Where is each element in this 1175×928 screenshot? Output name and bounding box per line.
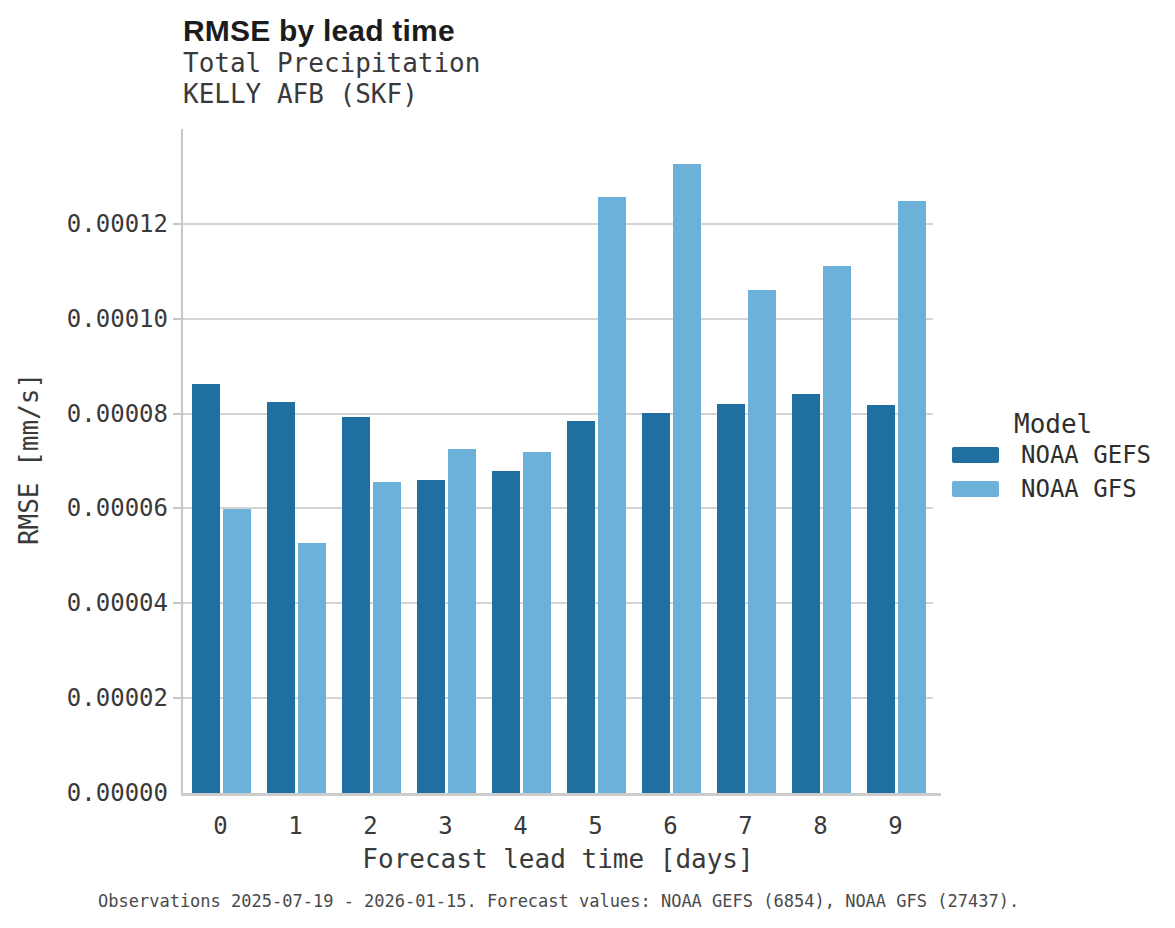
bar-noaa-gfs-lead-9 bbox=[898, 201, 926, 793]
bar-noaa-gefs-lead-8 bbox=[792, 394, 820, 793]
legend-title: Model bbox=[1014, 410, 1151, 438]
legend: Model NOAA GEFS NOAA GFS bbox=[952, 410, 1151, 506]
gridline bbox=[183, 697, 933, 699]
bar-noaa-gfs-lead-1 bbox=[298, 543, 326, 793]
bar-noaa-gfs-lead-2 bbox=[373, 482, 401, 793]
y-tick-label: 0.00012 bbox=[53, 210, 168, 238]
chart-header: RMSE by lead time Total Precipitation KE… bbox=[183, 14, 480, 110]
bar-noaa-gfs-lead-0 bbox=[223, 509, 251, 793]
gridline bbox=[183, 223, 933, 225]
y-tick-mark bbox=[173, 318, 181, 320]
y-axis-spine bbox=[181, 129, 183, 795]
x-tick-label: 4 bbox=[483, 812, 558, 840]
bar-noaa-gfs-lead-8 bbox=[823, 266, 851, 793]
rmse-bar-chart: RMSE by lead time Total Precipitation KE… bbox=[0, 0, 1175, 928]
bar-noaa-gefs-lead-2 bbox=[342, 417, 370, 793]
y-tick-label: 0.00010 bbox=[53, 305, 168, 333]
x-tick-label: 0 bbox=[183, 812, 258, 840]
x-axis-label: Forecast lead time [days] bbox=[183, 843, 933, 875]
y-tick-mark bbox=[173, 602, 181, 604]
gridline bbox=[183, 318, 933, 320]
x-axis-spine bbox=[181, 793, 941, 796]
x-tick-label: 3 bbox=[408, 812, 483, 840]
plot-area: 0.000000.000020.000040.000060.000080.000… bbox=[183, 129, 933, 793]
y-tick-mark bbox=[173, 413, 181, 415]
chart-subtitle-variable: Total Precipitation bbox=[183, 48, 480, 79]
legend-swatch-noaa-gfs bbox=[952, 481, 999, 497]
legend-label-noaa-gfs: NOAA GFS bbox=[1021, 475, 1137, 503]
y-tick-label: 0.00008 bbox=[53, 400, 168, 428]
x-tick-label: 7 bbox=[708, 812, 783, 840]
x-tick-label: 8 bbox=[783, 812, 858, 840]
bar-noaa-gefs-lead-5 bbox=[567, 421, 595, 793]
y-tick-label: 0.00000 bbox=[53, 779, 168, 807]
gridline bbox=[183, 507, 933, 509]
y-tick-label: 0.00006 bbox=[53, 494, 168, 522]
y-tick-mark bbox=[173, 697, 181, 699]
y-tick-mark bbox=[173, 507, 181, 509]
y-tick-label: 0.00002 bbox=[53, 684, 168, 712]
bar-noaa-gfs-lead-3 bbox=[448, 449, 476, 793]
chart-subtitle-station: KELLY AFB (SKF) bbox=[183, 79, 480, 110]
x-tick-label: 6 bbox=[633, 812, 708, 840]
legend-label-noaa-gefs: NOAA GEFS bbox=[1021, 441, 1151, 469]
y-tick-label: 0.00004 bbox=[53, 589, 168, 617]
legend-item-noaa-gefs: NOAA GEFS bbox=[952, 438, 1151, 472]
bar-noaa-gfs-lead-7 bbox=[748, 290, 776, 793]
bar-noaa-gfs-lead-5 bbox=[598, 197, 626, 793]
bar-noaa-gefs-lead-1 bbox=[267, 402, 295, 793]
y-axis-label: RMSE [mm/s] bbox=[14, 373, 44, 545]
bar-noaa-gefs-lead-9 bbox=[867, 405, 895, 793]
legend-swatch-noaa-gefs bbox=[952, 447, 999, 463]
bar-noaa-gefs-lead-4 bbox=[492, 471, 520, 793]
x-tick-label: 1 bbox=[258, 812, 333, 840]
bar-noaa-gefs-lead-6 bbox=[642, 413, 670, 793]
bar-noaa-gfs-lead-4 bbox=[523, 452, 551, 793]
x-tick-label: 2 bbox=[333, 812, 408, 840]
figure-caption: Observations 2025-07-19 - 2026-01-15. Fo… bbox=[98, 890, 1019, 912]
bar-noaa-gefs-lead-7 bbox=[717, 404, 745, 793]
x-tick-label: 9 bbox=[858, 812, 933, 840]
bar-noaa-gefs-lead-3 bbox=[417, 480, 445, 794]
legend-item-noaa-gfs: NOAA GFS bbox=[952, 472, 1151, 506]
x-tick-label: 5 bbox=[558, 812, 633, 840]
bar-noaa-gefs-lead-0 bbox=[192, 384, 220, 793]
gridline bbox=[183, 413, 933, 415]
chart-title: RMSE by lead time bbox=[183, 14, 480, 48]
bar-noaa-gfs-lead-6 bbox=[673, 164, 701, 793]
gridline bbox=[183, 602, 933, 604]
y-tick-mark bbox=[173, 223, 181, 225]
